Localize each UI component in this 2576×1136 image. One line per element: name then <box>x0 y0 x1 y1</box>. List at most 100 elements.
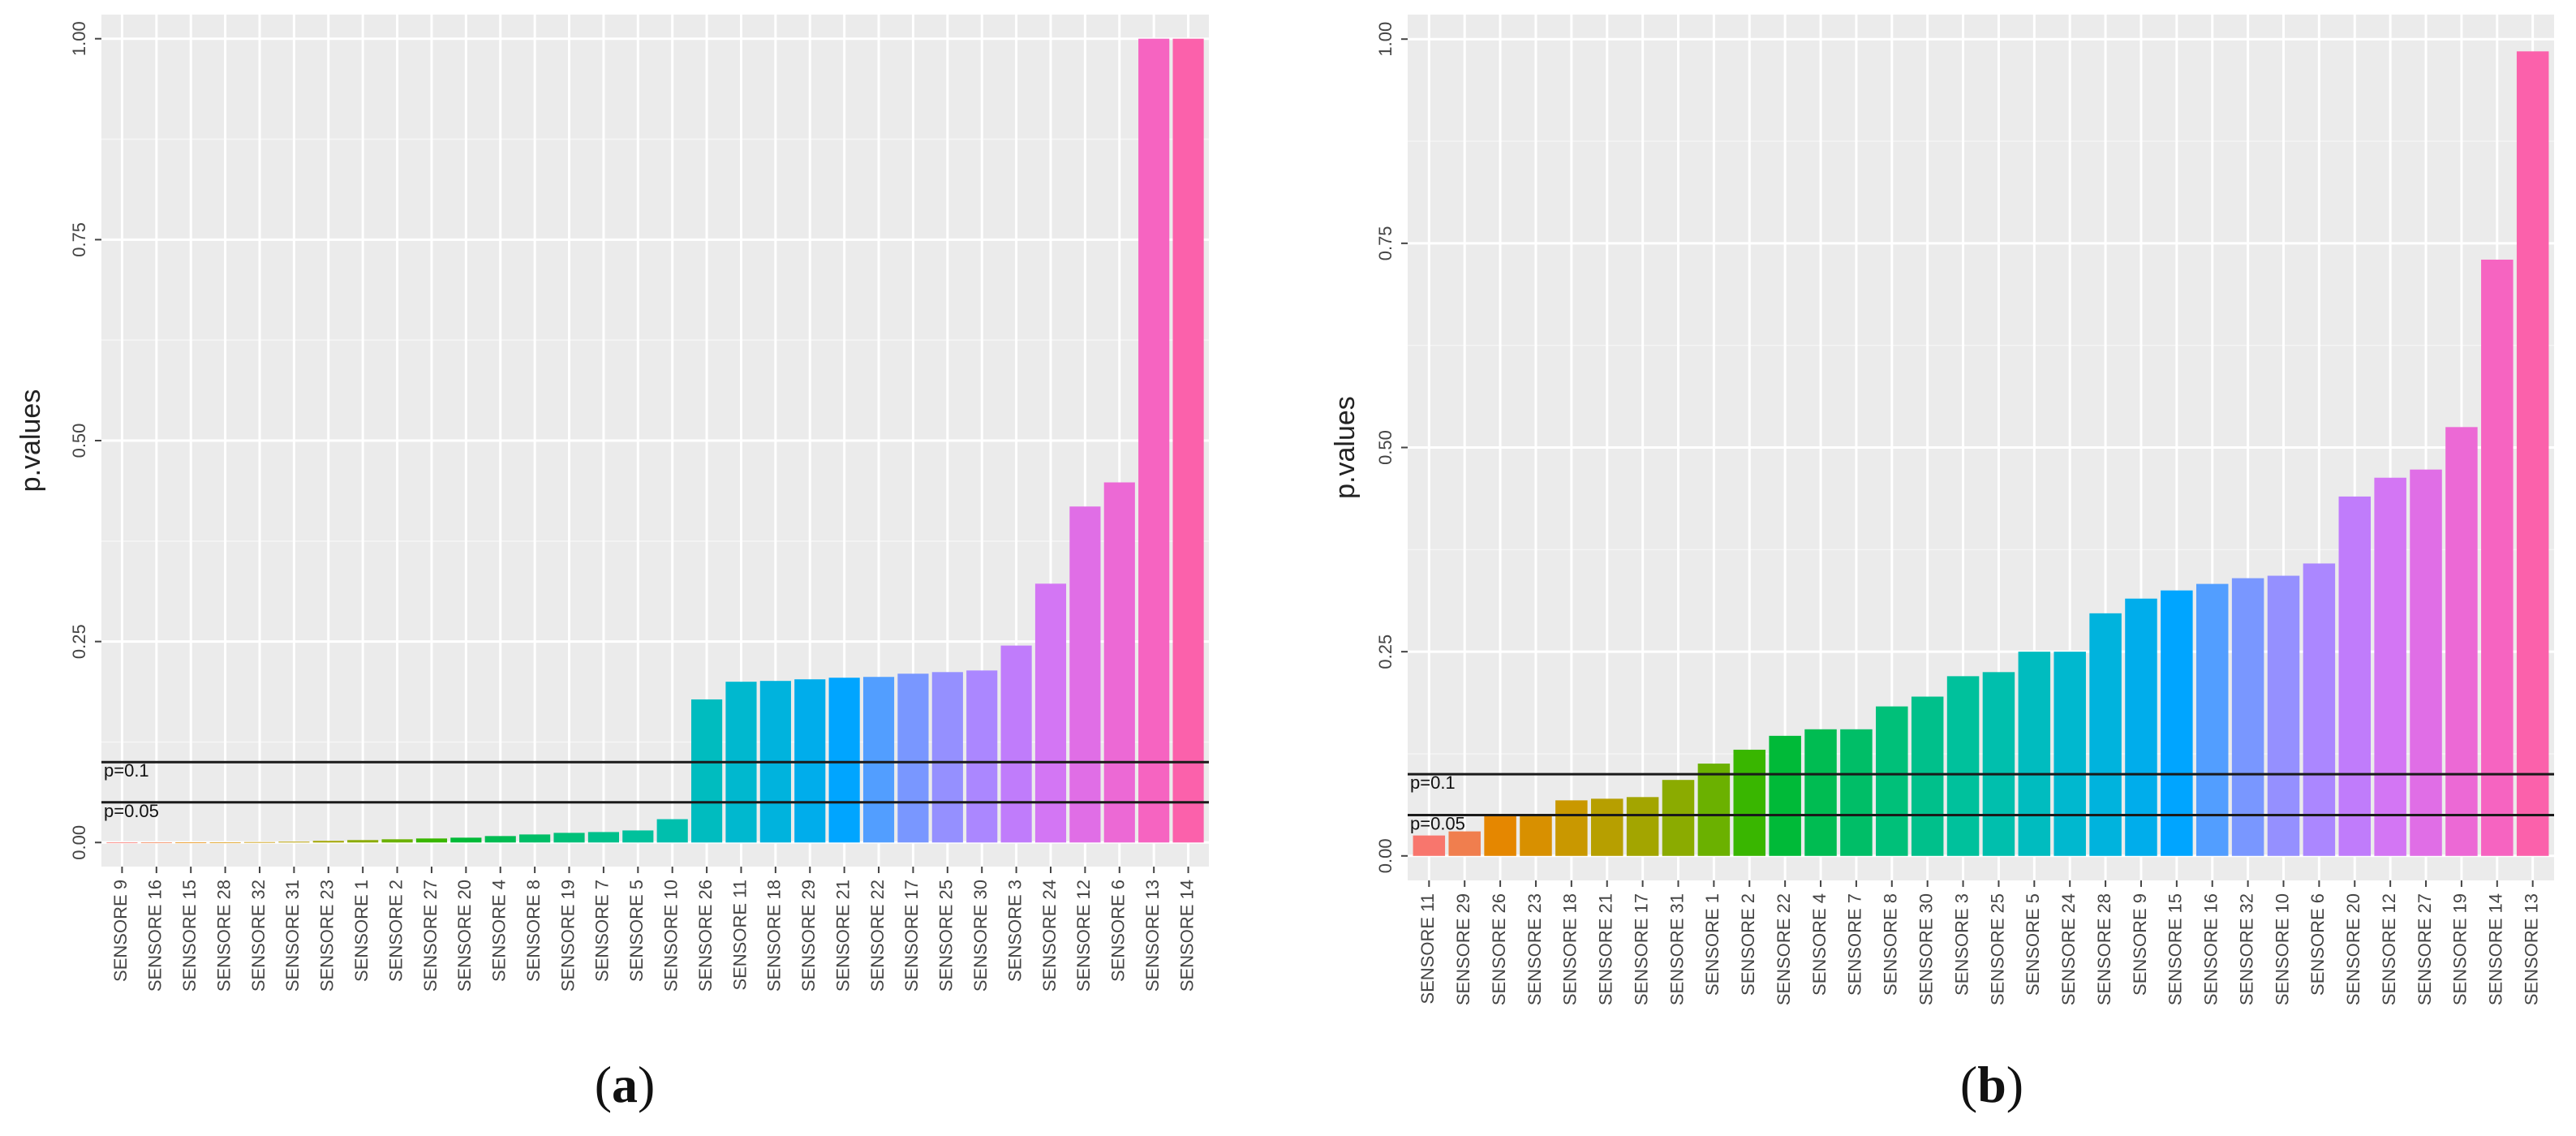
bar <box>2195 583 2229 856</box>
bar <box>312 841 344 843</box>
x-tick-label: SENSORE 18 <box>1560 893 1580 1005</box>
y-tick-label: 0.50 <box>1375 430 1396 465</box>
bar <box>175 842 207 844</box>
bar <box>2018 652 2051 856</box>
x-tick-label: SENSORE 22 <box>867 880 888 992</box>
bar <box>1555 800 1588 856</box>
x-tick-label: SENSORE 14 <box>1176 880 1197 992</box>
bar <box>2303 563 2336 856</box>
x-tick-label: SENSORE 16 <box>2201 893 2221 1005</box>
bar <box>1982 672 2015 856</box>
bar <box>1103 482 1135 843</box>
bar <box>209 842 241 844</box>
y-axis-title: p.values <box>1330 396 1361 499</box>
bar <box>106 842 138 844</box>
reference-line-label: p=0.05 <box>104 801 159 821</box>
bar <box>1000 645 1032 843</box>
bar <box>1662 780 1695 856</box>
x-tick-label: SENSORE 30 <box>1916 893 1936 1005</box>
x-tick-label: SENSORE 25 <box>1987 893 2007 1005</box>
bar <box>1840 729 1873 856</box>
bar <box>415 838 448 843</box>
bar <box>2410 469 2442 856</box>
panel-caption: (a) <box>595 1056 656 1113</box>
x-tick-label: SENSORE 2 <box>385 880 406 982</box>
bar <box>519 834 551 843</box>
y-tick-label: 1.00 <box>69 21 89 56</box>
bar <box>2125 598 2157 856</box>
x-tick-label: SENSORE 15 <box>179 880 200 992</box>
x-tick-label: SENSORE 12 <box>2379 893 2399 1005</box>
x-tick-label: SENSORE 1 <box>351 880 372 982</box>
chart-panel-a: 0.00 0.25 0.50 0.75 1.00 p=0.1 p=0.05 SENSORE 9… <box>15 15 1209 1113</box>
bar <box>1946 676 1980 856</box>
x-tick-label: SENSORE 30 <box>970 880 991 992</box>
bar <box>587 832 619 843</box>
bar <box>2231 578 2264 856</box>
x-tick-label: SENSORE 23 <box>317 880 338 992</box>
panel-caption: (b) <box>1960 1056 2023 1113</box>
y-tick-label: 0.00 <box>1375 838 1396 873</box>
x-tick-label: SENSORE 27 <box>420 880 441 992</box>
x-tick-label: SENSORE 16 <box>145 880 166 992</box>
y-tick-label: 0.25 <box>1375 635 1396 669</box>
bar <box>1697 764 1731 856</box>
x-tick-label: SENSORE 17 <box>1631 893 1651 1005</box>
bar <box>1138 38 1170 843</box>
x-tick-label: SENSORE 4 <box>489 880 510 982</box>
bar <box>1069 506 1101 843</box>
bar <box>1626 797 1659 856</box>
x-tick-label: SENSORE 4 <box>1809 893 1830 996</box>
x-tick-label: SENSORE 8 <box>523 880 544 982</box>
y-axis-title: p.values <box>15 389 46 493</box>
x-tick-label: SENSORE 17 <box>901 880 922 992</box>
bar <box>897 673 929 843</box>
x-tick-label: SENSORE 5 <box>626 880 647 982</box>
bar <box>1484 815 1516 856</box>
bar <box>622 830 654 843</box>
x-tick-label: SENSORE 13 <box>2521 893 2541 1005</box>
bar <box>2089 613 2122 856</box>
x-tick-label: SENSORE 26 <box>695 880 716 992</box>
y-tick-label: 0.75 <box>1375 226 1396 260</box>
x-tick-label: SENSORE 13 <box>1142 880 1163 992</box>
reference-line-label: p=0.05 <box>1410 813 1465 833</box>
x-tick-label: SENSORE 32 <box>248 880 269 992</box>
x-tick-label: SENSORE 20 <box>454 880 475 992</box>
x-tick-label: SENSORE 18 <box>764 880 785 992</box>
x-tick-label: SENSORE 9 <box>110 880 131 982</box>
x-tick-label: SENSORE 26 <box>1489 893 1509 1005</box>
x-tick-label: SENSORE 19 <box>2450 893 2471 1005</box>
x-tick-label: SENSORE 31 <box>282 880 303 992</box>
x-tick-label: SENSORE 15 <box>2165 893 2186 1005</box>
bar <box>1769 735 1801 856</box>
bar <box>1804 729 1837 856</box>
reference-line-label: p=0.1 <box>1410 772 1456 793</box>
x-tick-label: SENSORE 5 <box>2023 893 2043 996</box>
bar <box>2374 477 2406 856</box>
y-tick-label: 0.00 <box>69 825 89 860</box>
x-tick-label: SENSORE 6 <box>1108 880 1129 982</box>
x-tick-label: SENSORE 28 <box>213 880 234 992</box>
x-tick-label: SENSORE 3 <box>1951 893 1972 996</box>
bar <box>966 670 998 843</box>
x-tick-label: SENSORE 1 <box>1702 893 1722 996</box>
y-tick-label: 0.25 <box>69 624 89 659</box>
x-tick-label: SENSORE 3 <box>1004 880 1025 982</box>
bar <box>278 841 310 843</box>
bar <box>1034 583 1067 843</box>
panel-letter: a <box>612 1056 638 1113</box>
x-tick-label: SENSORE 11 <box>729 880 750 991</box>
x-tick-label: SENSORE 14 <box>2486 893 2506 1005</box>
bar <box>828 678 860 843</box>
bar <box>2267 575 2300 856</box>
x-tick-label: SENSORE 21 <box>832 880 853 992</box>
bar <box>1413 835 1446 856</box>
chart-panel-b: 0.00 0.25 0.50 0.75 1.00 p=0.1 p=0.05 SENSORE 1… <box>1330 15 2554 1113</box>
bar <box>553 833 585 843</box>
bar <box>691 699 723 843</box>
bar <box>381 839 413 843</box>
x-tick-label: SENSORE 10 <box>2272 893 2292 1005</box>
bar <box>2481 259 2514 856</box>
